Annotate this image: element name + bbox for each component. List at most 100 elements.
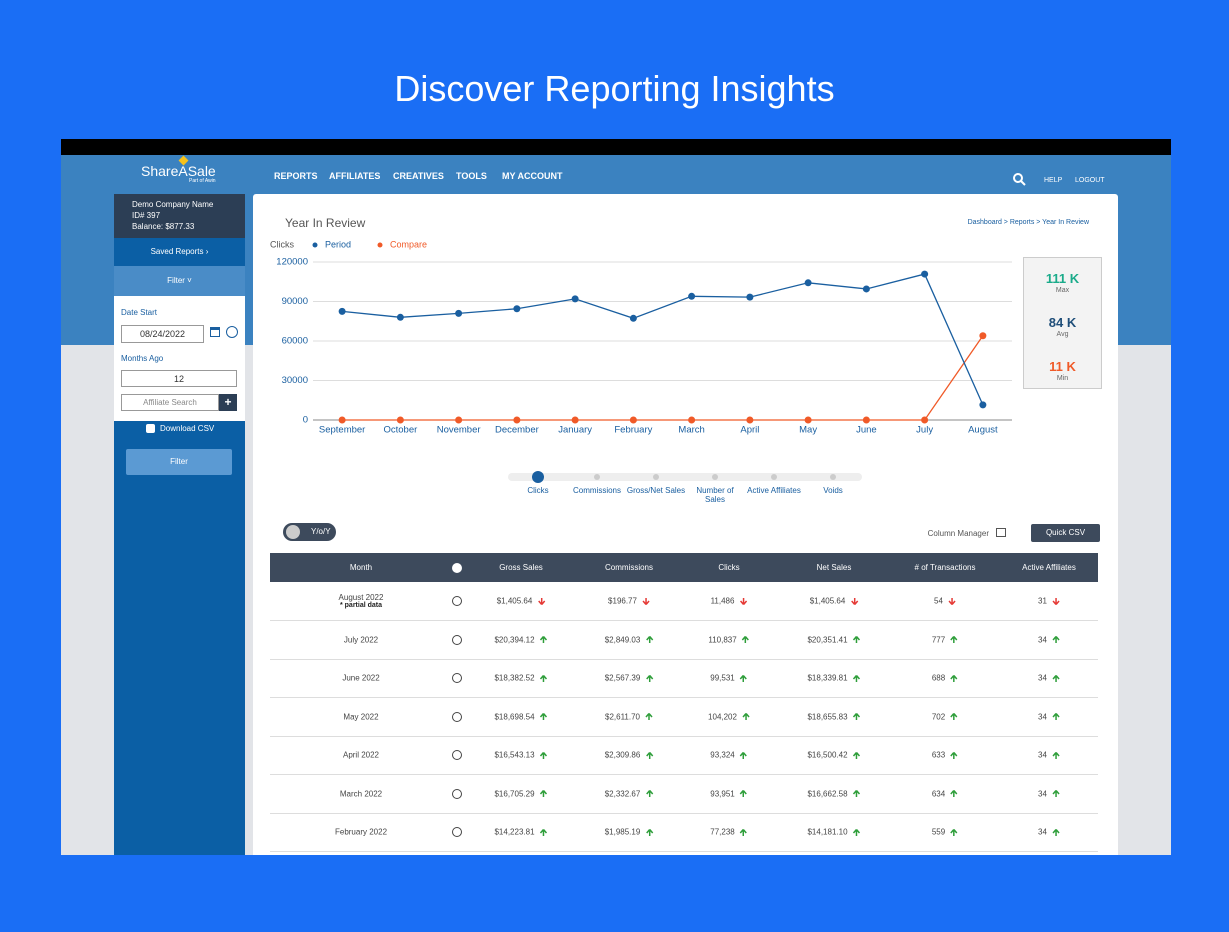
cell-value: $14,181.10	[807, 827, 848, 837]
table-cell: 77,238	[710, 828, 748, 837]
cell-value: 110,837	[708, 635, 737, 644]
expand-icon[interactable]	[452, 596, 462, 606]
month: June 2022	[342, 673, 380, 683]
table-cell: $18,698.54	[494, 712, 548, 721]
filter-toggle-label: Filter	[167, 276, 185, 285]
trend-arrow	[1052, 636, 1060, 644]
expand-icon[interactable]	[452, 827, 462, 837]
data-point	[746, 416, 754, 424]
metric-label[interactable]: Active Affiliates	[747, 486, 801, 495]
table-row: February 2022 $14,223.81 $1,985.19 77,238 $1…	[270, 813, 1098, 852]
column-header[interactable]: Gross Sales	[499, 563, 543, 572]
table-cell: $2,309.86	[605, 751, 654, 760]
data-point	[396, 416, 404, 424]
metric-label[interactable]: Clicks	[527, 486, 549, 495]
metric-dot[interactable]	[830, 474, 836, 480]
data-point	[921, 270, 929, 278]
column-header[interactable]: Commissions	[604, 563, 654, 572]
date-start-input[interactable]: 08/24/2022	[121, 325, 204, 343]
cell-value: $18,655.83	[807, 712, 848, 721]
expand-icon[interactable]	[452, 634, 462, 645]
stat-value: 11 K	[1049, 359, 1076, 374]
nav-item[interactable]: REPORTS	[274, 171, 318, 181]
nav-item[interactable]: AFFILIATES	[329, 171, 381, 181]
stats-box	[1023, 257, 1102, 389]
column-header[interactable]: Active Affiliates	[1022, 563, 1076, 572]
months-ago-input[interactable]: 12	[121, 370, 237, 387]
data-point	[688, 416, 696, 424]
table-cell: 11,486	[711, 597, 748, 606]
metric-label[interactable]: Gross/Net Sales	[626, 486, 686, 495]
expand-icon[interactable]	[452, 673, 462, 683]
logo-tagline: Part of Awin	[189, 178, 216, 184]
nav-item[interactable]: CREATIVES	[393, 171, 444, 181]
report-card	[253, 194, 1118, 855]
x-tick-label: November	[437, 425, 481, 436]
table-cell: 34	[1038, 789, 1060, 798]
x-tick-label: March	[678, 425, 704, 436]
metric-dot[interactable]	[771, 474, 777, 480]
expand-icon[interactable]	[452, 788, 462, 799]
yoy-label: Y/o/Y	[311, 527, 331, 536]
column-header[interactable]: # of Transactions	[914, 563, 976, 572]
calendar-icon[interactable]	[210, 327, 220, 337]
x-tick-label: December	[495, 425, 539, 436]
metric-label[interactable]: Number of Sales	[696, 486, 734, 504]
table-cell: $18,339.81	[807, 674, 861, 683]
table-cell: 54	[934, 597, 956, 606]
table-row: August 2022 * partial data $1,405.64 $196.7…	[270, 582, 1098, 621]
table-cell: 110,837	[708, 635, 750, 644]
account-info	[114, 194, 245, 238]
data-point	[979, 401, 987, 409]
filter-button[interactable]: Filter	[126, 449, 232, 475]
cell-value: $2,611.70	[605, 712, 640, 721]
x-tick-label: July	[916, 425, 933, 436]
metric-dot[interactable]	[594, 474, 600, 480]
filter-toggle[interactable]: Filter ˅	[167, 276, 192, 285]
expand-icon[interactable]	[452, 750, 462, 760]
search-icon[interactable]	[1012, 172, 1026, 186]
breadcrumb[interactable]: Dashboard > Reports > Year In Review	[967, 219, 1089, 226]
filter-toggle-band[interactable]	[114, 266, 245, 296]
table-cell: 93,324	[710, 751, 748, 760]
table-cell: $2,567.39	[605, 674, 654, 683]
column-header[interactable]: Month	[349, 563, 373, 572]
column-manager-icon[interactable]	[996, 528, 1006, 537]
download-csv-checkbox[interactable]	[146, 424, 155, 433]
logo[interactable]: ShareASale	[141, 163, 216, 179]
metric-dot[interactable]	[653, 474, 659, 480]
column-manager[interactable]: Column Manager	[927, 529, 989, 538]
metric-knob[interactable]	[532, 471, 544, 483]
reset-icon[interactable]	[226, 326, 238, 338]
expand-icon[interactable]	[452, 711, 462, 722]
expand-icon[interactable]	[452, 563, 462, 573]
quick-csv-button[interactable]: Quick CSV	[1031, 524, 1100, 542]
company-name: Demo Company Name	[132, 200, 214, 209]
column-header[interactable]: Net Sales	[816, 563, 852, 572]
nav-item[interactable]: MY ACCOUNT	[502, 171, 563, 181]
month: July 2022	[343, 635, 379, 644]
column-header[interactable]: Clicks	[718, 563, 740, 572]
saved-reports[interactable]: Saved Reports ›	[150, 247, 209, 256]
data-point	[804, 279, 812, 287]
month-cell: May 2022	[343, 712, 378, 721]
table-cell: $2,332.67	[605, 789, 654, 798]
metric-label[interactable]: Voids	[823, 486, 843, 495]
metric-dot[interactable]	[712, 474, 718, 480]
x-tick-label: January	[558, 425, 592, 436]
cell-value: 34	[1038, 750, 1047, 760]
metric-label[interactable]: Commissions	[572, 486, 621, 495]
nav-item[interactable]: TOOLS	[456, 171, 487, 181]
affiliate-search-input[interactable]: Affiliate Search	[121, 394, 219, 411]
add-affiliate-button[interactable]: +	[219, 394, 237, 411]
trend-arrow	[852, 713, 861, 721]
table-row: April 2022 $16,543.13 $2,309.86 93,324 $16,5…	[270, 736, 1098, 775]
logout-link[interactable]: LOGOUT	[1075, 177, 1105, 184]
legend-title: Clicks	[270, 239, 294, 249]
x-tick-label: February	[614, 425, 652, 436]
table-cell: $16,662.58	[807, 789, 861, 798]
help-link[interactable]: HELP	[1044, 177, 1063, 184]
table-cell: $20,351.41	[807, 635, 861, 644]
data-point	[629, 314, 637, 322]
trend-arrow	[1052, 790, 1060, 798]
